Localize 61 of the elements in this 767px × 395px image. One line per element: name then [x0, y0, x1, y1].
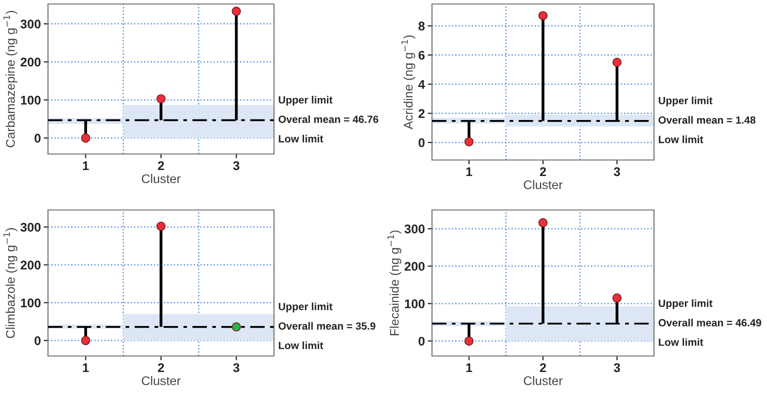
y-tick-label: 0 — [34, 134, 41, 143]
x-axis-title: Cluster — [524, 180, 563, 190]
text: Upper limit — [658, 299, 712, 310]
point — [81, 336, 90, 346]
point — [612, 293, 622, 303]
text: Upper limit — [278, 302, 332, 312]
text: Low limit — [278, 134, 324, 142]
y-tick-label: 200 — [404, 262, 425, 271]
text: Low limit — [658, 338, 704, 346]
x-tick-label: 2 — [158, 363, 164, 372]
x-tick-label: 1 — [82, 363, 89, 372]
text: Upper limit — [278, 96, 332, 106]
x-tick-label: 3 — [233, 161, 240, 170]
ref-line-label: Overall mean = 35.9 — [278, 322, 376, 330]
ref-line-label: Overall mean = 46.49 — [658, 318, 762, 326]
point — [538, 218, 548, 228]
ref-line-label: Overal mean = 46.76 — [278, 115, 378, 124]
x-tick-label: 1 — [466, 167, 472, 176]
y-tick-label: 300 — [20, 222, 41, 232]
y-tick-label: 100 — [20, 96, 41, 105]
text: Upper limit — [658, 96, 712, 106]
point — [232, 322, 241, 332]
point — [538, 11, 548, 20]
point — [464, 336, 474, 346]
x-axis-title: Cluster — [142, 174, 181, 184]
y-tick-label: 6 — [418, 50, 425, 60]
x-tick-label: 1 — [82, 161, 89, 170]
y-tick-label: 0 — [34, 336, 41, 346]
text: Low limit — [278, 342, 324, 350]
point — [612, 58, 622, 67]
y-tick-label: 4 — [418, 80, 425, 89]
y-tick-label: 100 — [20, 298, 41, 308]
x-tick-label: 2 — [540, 167, 546, 176]
y-axis-title: Flecainide (ng g$^{−1}$) — [388, 230, 402, 336]
y-tick-label: 200 — [20, 58, 41, 67]
y-tick-label: 300 — [404, 224, 425, 234]
y-tick-label: 0 — [418, 138, 425, 148]
x-tick-label: 3 — [233, 363, 240, 372]
y-tick-label: 8 — [418, 22, 425, 31]
y-tick-label: 100 — [404, 299, 425, 308]
y-tick-label: 200 — [20, 260, 41, 270]
x-tick-label: 1 — [466, 363, 472, 372]
y-axis-title: Climbazole (ng g$^{−1}$) — [4, 228, 18, 338]
y-axis-title: Carbamazepine (ng g$^{−1}$) — [4, 10, 18, 148]
y-axis-title: Acridine (ng g$^{−1}$) — [401, 36, 416, 130]
y-tick-label: 2 — [418, 109, 425, 118]
point — [156, 94, 166, 104]
y-tick-label: 300 — [20, 20, 41, 28]
point — [156, 222, 166, 231]
point — [464, 137, 474, 146]
x-tick-label: 2 — [158, 161, 164, 170]
x-axis-title: Cluster — [142, 376, 181, 386]
x-tick-label: 2 — [540, 363, 546, 372]
text: Low limit — [658, 136, 704, 144]
point — [81, 133, 90, 143]
y-tick-label: 0 — [418, 336, 425, 346]
point — [232, 6, 241, 16]
x-tick-label: 3 — [614, 363, 620, 372]
x-tick-label: 3 — [614, 167, 620, 176]
x-axis-title: Cluster — [524, 376, 563, 386]
ref-line-label: Overall mean = 1.48 — [658, 116, 756, 124]
